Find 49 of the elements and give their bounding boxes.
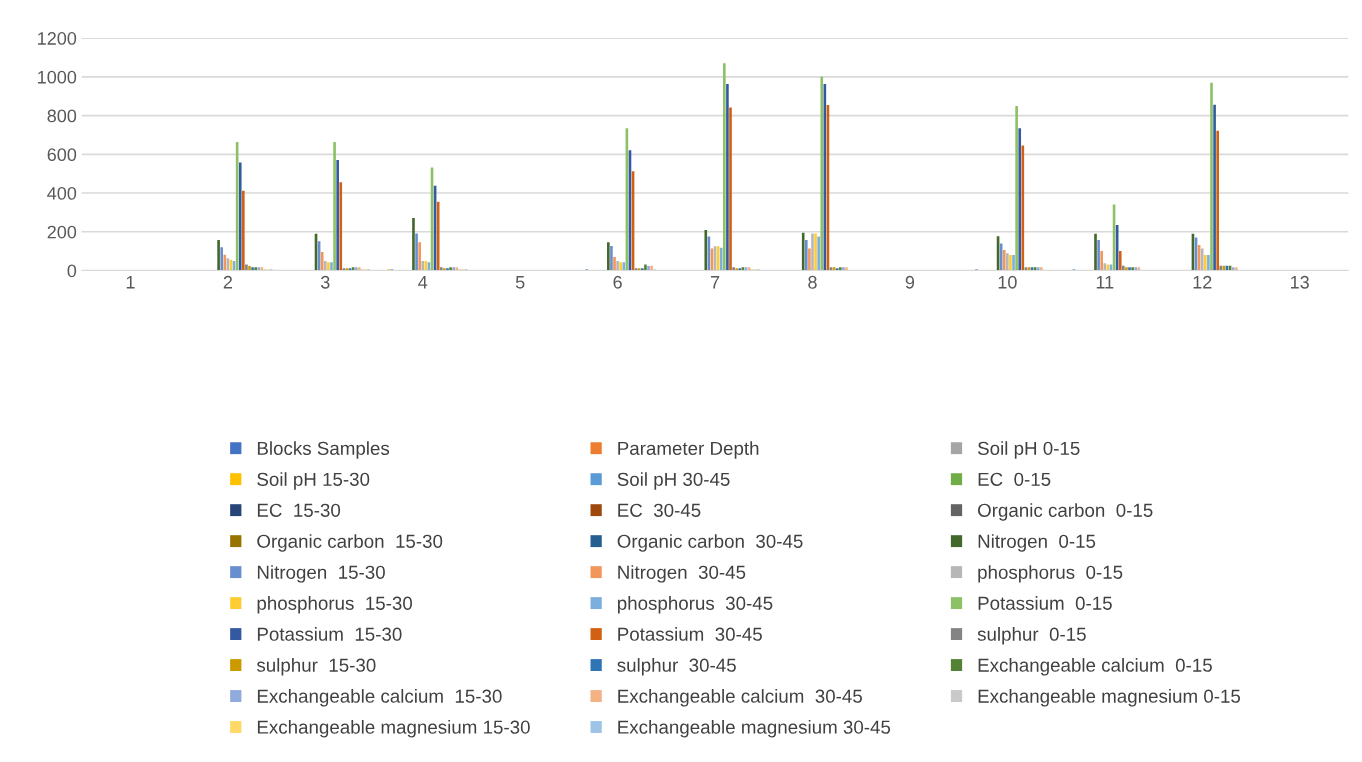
legend-label: EC 0-15 <box>978 472 1051 486</box>
legend-label: Nitrogen 0-15 <box>978 534 1096 552</box>
x-tick-label: 4 <box>418 276 428 289</box>
legend-label: EC 30-45 <box>618 503 701 517</box>
legend-label: Parameter Depth <box>618 441 759 459</box>
legend-label: Organic carbon 30-45 <box>617 534 803 552</box>
legend-label: Exchangeable magnesium 15-30 <box>257 720 530 738</box>
x-tick-label: 11 <box>1096 276 1114 289</box>
x-tick-label: 9 <box>905 275 915 289</box>
legend-label: Organic carbon 15-30 <box>257 534 443 552</box>
legend-label: Exchangeable calcium 30-45 <box>618 689 862 707</box>
x-tick-label: 2 <box>223 275 232 289</box>
legend-label: Potassium 0-15 <box>978 596 1112 610</box>
legend-label: Exchangeable magnesium 0-15 <box>978 689 1241 707</box>
y-tick-label: 200 <box>47 225 77 239</box>
legend-label: Soil pH 0-15 <box>977 441 1080 459</box>
legend-label: Organic carbon 0-15 <box>978 503 1153 521</box>
legend-label: phosphorus 30-45 <box>617 596 773 614</box>
legend-label: sulphur 30-45 <box>617 658 736 676</box>
y-tick-label: 0 <box>67 264 77 278</box>
legend-label: Exchangeable magnesium 30-45 <box>618 720 891 738</box>
legend-label: Exchangeable calcium 0-15 <box>978 658 1212 676</box>
x-tick-label: 6 <box>613 275 622 289</box>
legend-label: Potassium 30-45 <box>618 627 762 641</box>
legend-label: EC 15-30 <box>257 503 341 517</box>
legend-label: phosphorus 15-30 <box>257 596 413 614</box>
x-tick-label: 8 <box>808 275 817 289</box>
legend-label: Exchangeable calcium 15-30 <box>257 689 502 707</box>
legend-label: Potassium 15-30 <box>257 627 402 641</box>
legend-label: Nitrogen 15-30 <box>257 565 385 583</box>
legend-label: Nitrogen 30-45 <box>618 565 746 583</box>
y-tick-label: 400 <box>47 186 77 200</box>
y-tick-label: 800 <box>47 109 77 123</box>
y-tick-label: 600 <box>47 148 77 162</box>
x-tick-label: 1 <box>126 276 135 289</box>
legend-label: Soil pH 30-45 <box>617 472 730 490</box>
legend-label: sulphur 0-15 <box>977 627 1086 645</box>
x-tick-label: 12 <box>1193 275 1212 289</box>
x-tick-label: 10 <box>998 275 1017 289</box>
legend-label: phosphorus 0-15 <box>978 565 1123 583</box>
legend-label: Soil pH 15-30 <box>257 472 370 490</box>
x-tick-label: 3 <box>320 275 330 289</box>
legend-label: Blocks Samples <box>257 441 390 459</box>
legend-label: sulphur 15-30 <box>256 658 376 676</box>
x-tick-label: 13 <box>1291 275 1309 289</box>
x-tick-label: 5 <box>515 276 525 289</box>
x-tick-label: 7 <box>710 276 720 289</box>
y-tick-label: 1000 <box>38 70 77 84</box>
y-tick-label: 1200 <box>38 32 77 45</box>
